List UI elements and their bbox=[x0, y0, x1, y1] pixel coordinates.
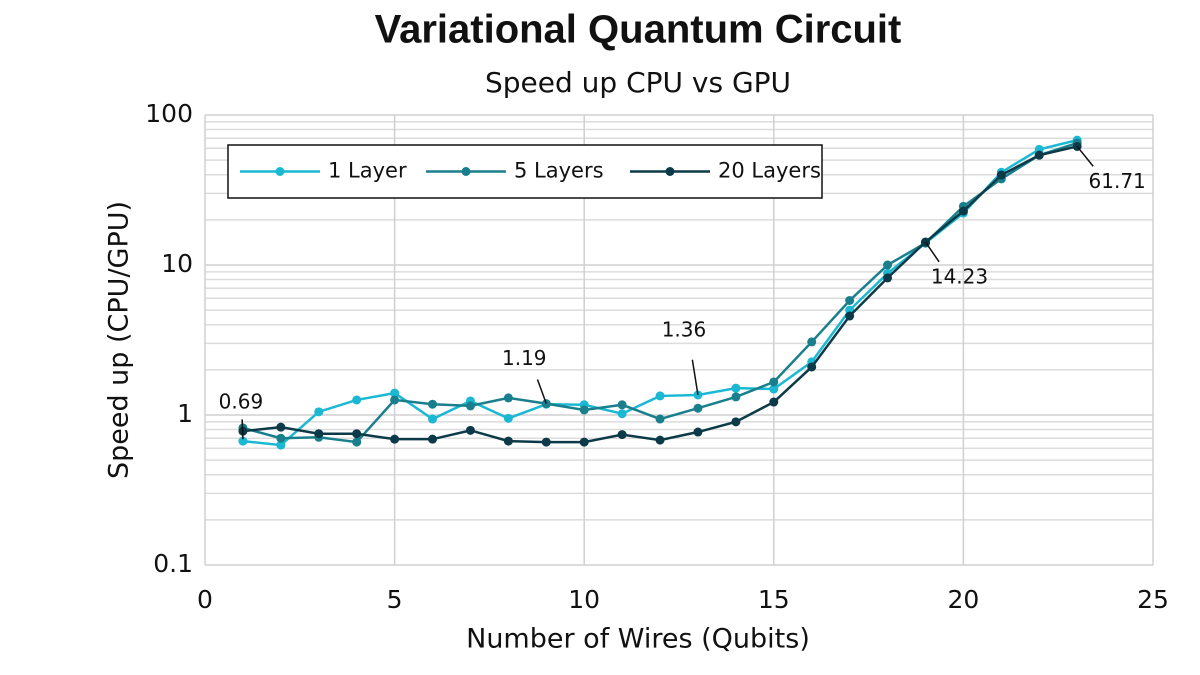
data-point bbox=[428, 414, 438, 424]
data-point bbox=[238, 436, 248, 446]
x-tick-label: 0 bbox=[197, 585, 213, 614]
data-point bbox=[465, 425, 475, 435]
data-point bbox=[731, 417, 741, 427]
data-point bbox=[276, 422, 286, 432]
data-point bbox=[655, 414, 665, 424]
legend-marker bbox=[665, 167, 675, 176]
data-point bbox=[655, 391, 665, 401]
annotation-leader bbox=[241, 419, 244, 440]
data-point bbox=[617, 409, 627, 419]
data-point bbox=[996, 170, 1006, 180]
data-point bbox=[503, 413, 513, 423]
annotation-label: 61.71 bbox=[1089, 169, 1146, 193]
data-point bbox=[390, 388, 400, 398]
data-point bbox=[276, 433, 286, 443]
y-axis-label: Speed up (CPU/GPU) bbox=[104, 201, 135, 479]
data-point bbox=[617, 400, 627, 410]
data-point bbox=[731, 392, 741, 402]
annotation-leader bbox=[691, 359, 699, 396]
data-point bbox=[883, 260, 893, 270]
legend-label: 20 Layers bbox=[718, 159, 821, 183]
legend-marker bbox=[461, 167, 471, 176]
data-point bbox=[845, 295, 855, 305]
data-point bbox=[276, 440, 286, 450]
data-point bbox=[655, 435, 665, 445]
y-tick-label: 100 bbox=[145, 99, 193, 128]
y-tick-label: 10 bbox=[161, 249, 193, 278]
legend-marker bbox=[275, 167, 285, 176]
annotation-leader bbox=[1076, 145, 1094, 167]
annotation-label: 1.19 bbox=[502, 346, 547, 370]
data-point bbox=[769, 384, 779, 394]
data-point bbox=[390, 434, 400, 444]
data-point bbox=[352, 395, 362, 405]
data-point bbox=[731, 383, 741, 393]
data-point bbox=[314, 429, 324, 439]
data-point bbox=[1034, 150, 1044, 160]
data-point bbox=[352, 437, 362, 447]
data-point bbox=[883, 273, 893, 283]
annotation-label: 14.23 bbox=[931, 265, 988, 289]
y-tick-label: 1 bbox=[177, 399, 193, 428]
data-point bbox=[769, 377, 779, 387]
data-point bbox=[579, 437, 589, 447]
data-point bbox=[617, 430, 627, 440]
annotation-leader bbox=[924, 241, 940, 263]
chart-title: Variational Quantum Circuit bbox=[375, 8, 902, 52]
data-point bbox=[428, 399, 438, 409]
data-point bbox=[769, 397, 779, 407]
data-point bbox=[807, 337, 817, 347]
data-point bbox=[428, 434, 438, 444]
legend-box bbox=[227, 144, 823, 199]
data-point bbox=[314, 407, 324, 417]
y-tick-label: 0.1 bbox=[153, 549, 193, 578]
legend-label: 5 Layers bbox=[514, 159, 604, 183]
data-point bbox=[958, 206, 968, 216]
data-point bbox=[693, 403, 703, 413]
x-tick-label: 5 bbox=[387, 585, 403, 614]
data-point bbox=[845, 311, 855, 321]
data-point bbox=[807, 362, 817, 372]
x-tick-label: 20 bbox=[947, 585, 979, 614]
data-point bbox=[503, 393, 513, 403]
legend-label: 1 Layer bbox=[328, 159, 407, 183]
x-tick-label: 15 bbox=[758, 585, 790, 614]
data-point bbox=[465, 401, 475, 411]
x-axis-label: Number of Wires (Qubits) bbox=[466, 624, 810, 655]
annotation-label: 1.36 bbox=[662, 317, 707, 341]
annotation-label: 0.69 bbox=[219, 390, 264, 414]
data-point bbox=[503, 436, 513, 446]
annotation-leader bbox=[536, 379, 547, 404]
data-point bbox=[693, 427, 703, 437]
data-point bbox=[541, 437, 551, 447]
data-point bbox=[390, 395, 400, 405]
data-point bbox=[579, 405, 589, 415]
x-tick-label: 10 bbox=[568, 585, 600, 614]
chart-subtitle: Speed up CPU vs GPU bbox=[485, 66, 791, 99]
data-point bbox=[352, 429, 362, 439]
x-tick-label: 25 bbox=[1137, 585, 1169, 614]
